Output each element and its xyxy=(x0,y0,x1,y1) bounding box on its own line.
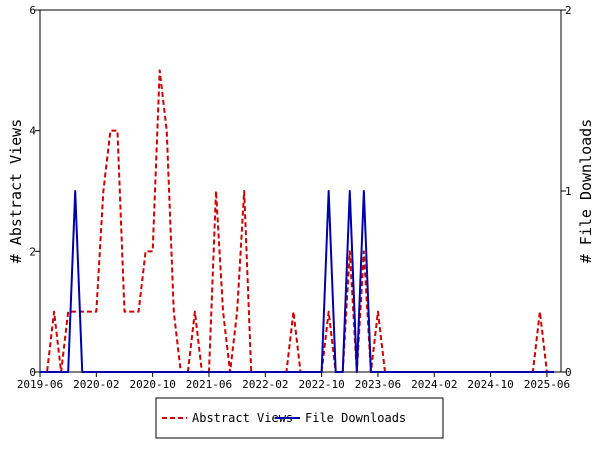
y-left-tick-label: 6 xyxy=(29,4,36,17)
legend-label: Abstract Views xyxy=(192,411,293,425)
y-right-tick-label: 1 xyxy=(565,185,572,198)
x-tick-label: 2020-02 xyxy=(73,378,119,391)
plot-frame xyxy=(39,9,562,373)
y-right-tick-label: 2 xyxy=(565,4,572,17)
x-tick-label: 2021-06 xyxy=(186,378,232,391)
x-tick-label: 2024-10 xyxy=(467,378,513,391)
axes: 2019-06 2020-02 2020-10 2021-06 2022-02 2022-… xyxy=(7,4,595,391)
x-tick-label: 2022-10 xyxy=(298,378,344,391)
x-tick-label: 2019-06 xyxy=(17,378,63,391)
y-left-tick-label: 0 xyxy=(29,366,36,379)
legend-label: File Downloads xyxy=(305,411,406,425)
x-tick-label: 2023-06 xyxy=(355,378,401,391)
x-tick-label: 2022-02 xyxy=(242,378,288,391)
x-tick-label: 2020-10 xyxy=(129,378,175,391)
x-tick-label: 2025-06 xyxy=(524,378,570,391)
y-left-tick-label: 4 xyxy=(29,125,36,138)
y-left-axis-title: # Abstract Views xyxy=(7,119,25,264)
series-line-file-downloads xyxy=(40,190,554,373)
y-left-tick-label: 2 xyxy=(29,245,36,258)
y-right-axis-title: # File Downloads xyxy=(577,119,595,264)
x-tick-label: 2024-02 xyxy=(411,378,457,391)
legend: Abstract Views File Downloads xyxy=(155,397,444,439)
plot-area xyxy=(39,9,562,373)
y-right-tick-label: 0 xyxy=(565,366,572,379)
series-layer xyxy=(40,69,554,373)
